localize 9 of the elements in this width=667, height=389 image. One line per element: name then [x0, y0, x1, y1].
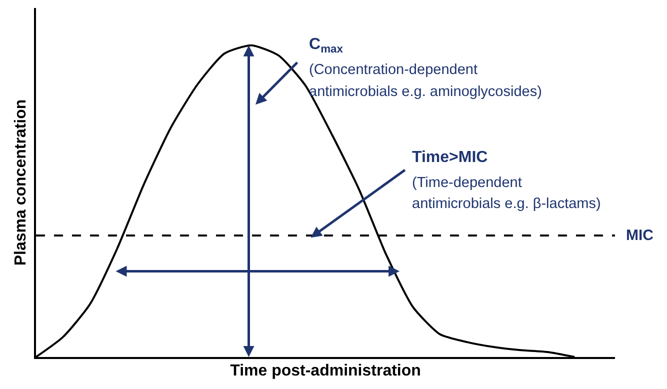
x-axis-title: Time post-administration: [230, 362, 421, 380]
y-axis-title: Plasma concentration: [12, 99, 30, 266]
ref-line-label: MIC: [626, 227, 654, 244]
annotation: antimicrobials e.g. β-lactams): [412, 196, 601, 212]
annotation: antimicrobials e.g. aminoglycosides): [309, 84, 542, 100]
annotation: (Concentration-dependent: [309, 62, 478, 78]
annotation: C$_{max}$: [309, 36, 344, 56]
annotation: Time>MIC: [412, 149, 488, 166]
annotation: (Time-dependent: [412, 175, 522, 191]
